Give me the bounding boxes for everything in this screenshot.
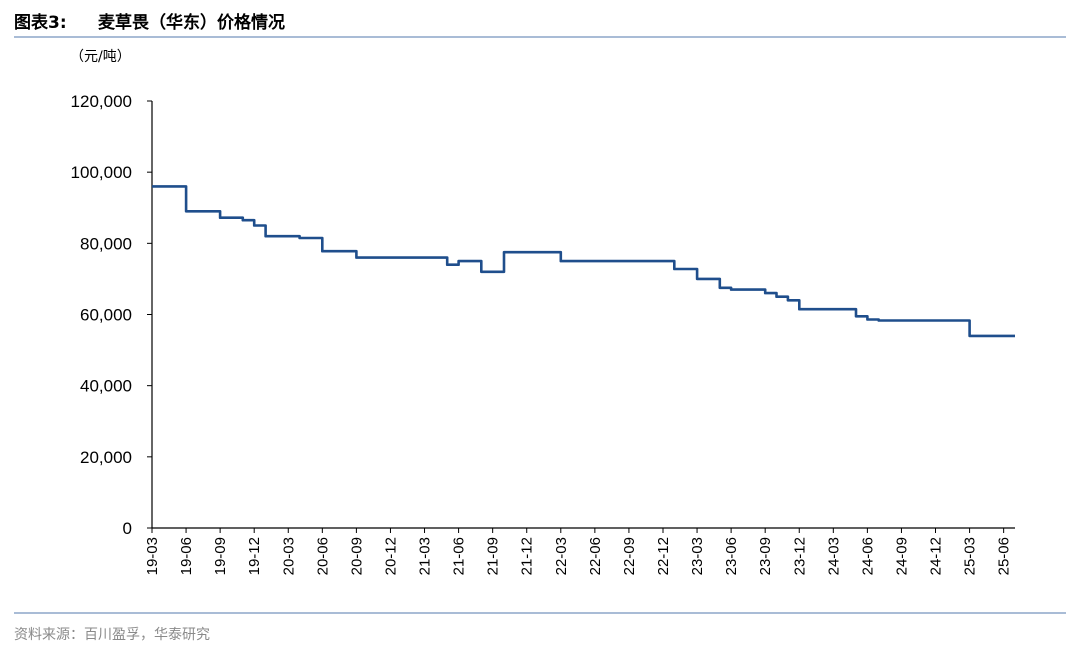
x-tick-label: 22-12	[655, 537, 672, 575]
axes	[151, 101, 1015, 529]
x-tick-label: 23-12	[791, 537, 808, 575]
y-axis-ticks: 0 20,000 40,000 60,000 80,000 100,000 120,000	[71, 92, 152, 538]
x-tick-label: 19-09	[212, 537, 229, 575]
x-tick-label: 20-06	[314, 537, 331, 575]
x-tick-label: 25-03	[962, 537, 979, 575]
x-tick-label: 24-12	[928, 537, 945, 575]
x-tick-label: 23-03	[689, 537, 706, 575]
series-group	[152, 185, 1015, 338]
title-bar: 图表3: 麦草畏（华东）价格情况	[14, 6, 1066, 38]
y-axis-unit-label: （元/吨）	[70, 49, 131, 65]
x-tick-label: 24-06	[859, 537, 876, 575]
footer-rule	[14, 612, 1066, 614]
x-tick-label: 21-06	[451, 537, 468, 575]
figure-number: 图表3:	[14, 13, 67, 33]
x-tick-label: 19-03	[144, 537, 161, 575]
x-tick-label: 22-09	[621, 537, 638, 575]
chart-title: 麦草畏（华东）价格情况	[98, 13, 285, 33]
y-tick-label: 100,000	[71, 163, 132, 182]
x-tick-label: 19-06	[178, 537, 195, 575]
x-axis-ticks: 19-03 19-06 19-09 19-12 20-03 20-06 20-09 20-12…	[144, 528, 1013, 575]
x-tick-label: 24-03	[825, 537, 842, 575]
x-tick-label: 19-12	[246, 537, 263, 575]
price-series-line	[152, 185, 1015, 338]
y-tick-label: 0	[123, 519, 132, 538]
x-tick-label: 22-06	[587, 537, 604, 575]
x-tick-label: 20-03	[280, 537, 297, 575]
y-tick-label: 60,000	[80, 306, 132, 325]
x-tick-label: 21-12	[519, 537, 536, 575]
x-tick-label: 22-03	[553, 537, 570, 575]
y-tick-label: 40,000	[80, 377, 132, 396]
x-tick-label: 24-09	[893, 537, 910, 575]
x-tick-label: 21-03	[417, 537, 434, 575]
y-tick-label: 80,000	[80, 234, 132, 253]
x-tick-label: 20-09	[348, 537, 365, 575]
x-tick-label: 25-06	[996, 537, 1013, 575]
line-chart: 020,00040,00060,00080,000100,000120,000 …	[71, 92, 1015, 575]
y-tick-label: 20,000	[80, 448, 132, 467]
x-tick-label: 23-09	[757, 537, 774, 575]
x-tick-label: 21-09	[485, 537, 502, 575]
source-note: 资料来源：百川盈孚，华泰研究	[14, 627, 210, 643]
y-tick-label: 120,000	[71, 92, 132, 111]
x-tick-label: 23-06	[723, 537, 740, 575]
x-tick-label: 20-12	[382, 537, 399, 575]
